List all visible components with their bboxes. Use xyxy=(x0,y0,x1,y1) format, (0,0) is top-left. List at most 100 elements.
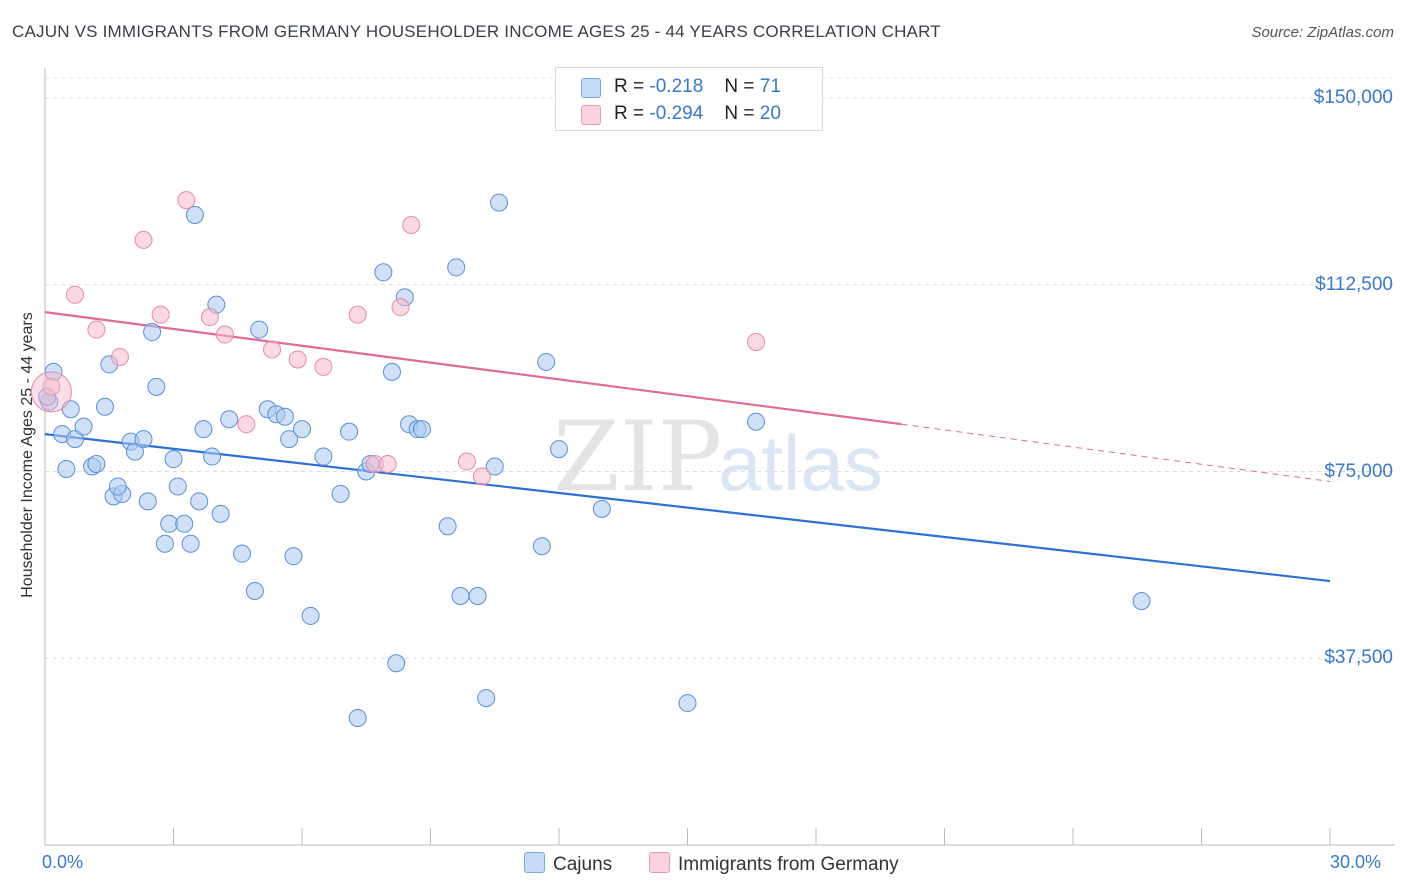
point-series-0-13 xyxy=(108,477,127,496)
point-series-0-22 xyxy=(164,450,183,469)
point-series-1-20 xyxy=(747,333,766,352)
point-series-1-8 xyxy=(215,325,234,344)
r-label: R = xyxy=(614,76,645,97)
y-tick-label-0: $37,500 xyxy=(1324,647,1393,669)
point-series-0-51 xyxy=(387,654,406,673)
point-series-0-40 xyxy=(284,547,303,566)
point-series-1-10 xyxy=(263,340,282,359)
grid-lines xyxy=(45,77,1395,659)
bottom-legend-cajuns: Cajuns xyxy=(524,852,612,876)
point-series-1-15 xyxy=(378,455,397,474)
point-series-1-1 xyxy=(65,285,84,304)
trend-lines xyxy=(44,311,1331,583)
correlation-legend: R = -0.218 N = 71 R = -0.294 N = 20 xyxy=(555,67,823,131)
point-series-0-38 xyxy=(275,407,294,426)
y-tick-label-1: $75,000 xyxy=(1324,460,1393,482)
point-series-1-12 xyxy=(314,357,333,376)
point-series-0-15 xyxy=(125,442,144,461)
point-series-0-31 xyxy=(211,504,230,523)
point-series-0-34 xyxy=(245,582,264,601)
point-series-0-58 xyxy=(451,587,470,605)
point-series-0-20 xyxy=(160,514,179,533)
n-value: 71 xyxy=(759,76,781,97)
point-series-0-68 xyxy=(747,412,766,431)
point-series-1-9 xyxy=(237,415,256,434)
point-series-0-25 xyxy=(181,534,200,553)
bottom-legend-swatch-cajuns xyxy=(524,852,545,873)
point-series-0-5 xyxy=(74,417,93,436)
point-series-0-26 xyxy=(185,206,204,225)
point-series-1-6 xyxy=(177,191,196,210)
point-series-0-19 xyxy=(147,377,166,396)
legend-text-cajuns: R = -0.218 N = 71 xyxy=(614,76,781,98)
point-series-0-46 xyxy=(348,709,367,728)
y-tick-label-2: $112,500 xyxy=(1315,273,1393,295)
point-series-0-35 xyxy=(250,320,269,339)
point-series-0-64 xyxy=(537,352,556,371)
legend-swatch-germany xyxy=(581,105,601,125)
point-series-1-18 xyxy=(457,452,476,471)
point-series-0-29 xyxy=(203,447,222,466)
axes xyxy=(44,68,1395,846)
point-series-1-3 xyxy=(110,347,129,366)
point-series-1-0 xyxy=(42,377,61,396)
point-series-0-39 xyxy=(280,430,299,449)
x-tick-label-max: 30.0% xyxy=(1330,852,1382,872)
bottom-legend-swatch-germany xyxy=(649,852,670,873)
point-series-0-28 xyxy=(194,420,213,439)
point-series-1-4 xyxy=(134,230,153,249)
bottom-legend-label-germany: Immigrants from Germany xyxy=(678,854,899,875)
point-series-1-17 xyxy=(402,215,421,234)
trend-line-series-1 xyxy=(44,311,902,426)
point-series-0-9 xyxy=(95,397,114,416)
point-series-0-49 xyxy=(374,263,393,282)
y-tick-label-3: $150,000 xyxy=(1313,87,1393,108)
point-series-1-5 xyxy=(151,305,170,324)
point-series-1-13 xyxy=(348,305,367,324)
point-series-0-55 xyxy=(412,420,431,439)
point-series-1-large xyxy=(30,371,72,413)
point-series-0-27 xyxy=(190,492,209,511)
r-value: -0.218 xyxy=(649,76,704,97)
point-series-0-66 xyxy=(592,499,611,518)
point-series-0-6 xyxy=(57,460,76,479)
point-series-0-69 xyxy=(1132,591,1151,610)
point-series-1-11 xyxy=(288,350,307,369)
point-series-0-63 xyxy=(532,537,551,556)
point-series-0-24 xyxy=(175,514,194,533)
point-series-0-65 xyxy=(550,440,568,459)
bottom-legend-label-cajuns: Cajuns xyxy=(553,854,613,875)
point-series-0-67 xyxy=(678,694,697,713)
source-credit: Source: ZipAtlas.com xyxy=(1251,24,1394,41)
trend-line-dashed-series-1 xyxy=(901,423,1331,482)
n-label: N = xyxy=(724,76,755,97)
point-series-1-19 xyxy=(472,467,491,486)
point-series-0-61 xyxy=(485,457,504,476)
point-series-0-23 xyxy=(168,477,187,496)
data-points xyxy=(30,191,1151,728)
point-series-0-45 xyxy=(340,422,359,441)
point-series-0-33 xyxy=(233,544,252,563)
point-series-0-4 xyxy=(65,430,84,449)
point-series-0-42 xyxy=(301,606,320,625)
watermark-atlas: atlas xyxy=(718,419,883,507)
point-series-0-43 xyxy=(314,447,333,466)
point-series-0-59 xyxy=(468,587,487,605)
trend-line-series-0 xyxy=(44,433,1331,583)
point-series-1-16 xyxy=(391,298,410,317)
point-series-0-32 xyxy=(220,410,239,429)
n-value: 20 xyxy=(759,103,781,124)
point-series-0-62 xyxy=(490,193,509,212)
chart-title: CAJUN VS IMMIGRANTS FROM GERMANY HOUSEHO… xyxy=(12,22,941,41)
point-series-0-60 xyxy=(477,689,496,708)
point-series-0-50 xyxy=(382,362,401,381)
point-series-0-57 xyxy=(447,258,466,277)
legend-text-germany: R = -0.294 N = 20 xyxy=(614,103,781,125)
bottom-legend-germany: Immigrants from Germany xyxy=(649,852,899,876)
zipatlas-watermark: ZIP atlas xyxy=(553,401,883,513)
legend-swatch-cajuns xyxy=(581,78,601,98)
point-series-0-21 xyxy=(155,534,174,553)
point-series-0-18 xyxy=(143,323,162,342)
point-series-1-7 xyxy=(200,308,219,327)
